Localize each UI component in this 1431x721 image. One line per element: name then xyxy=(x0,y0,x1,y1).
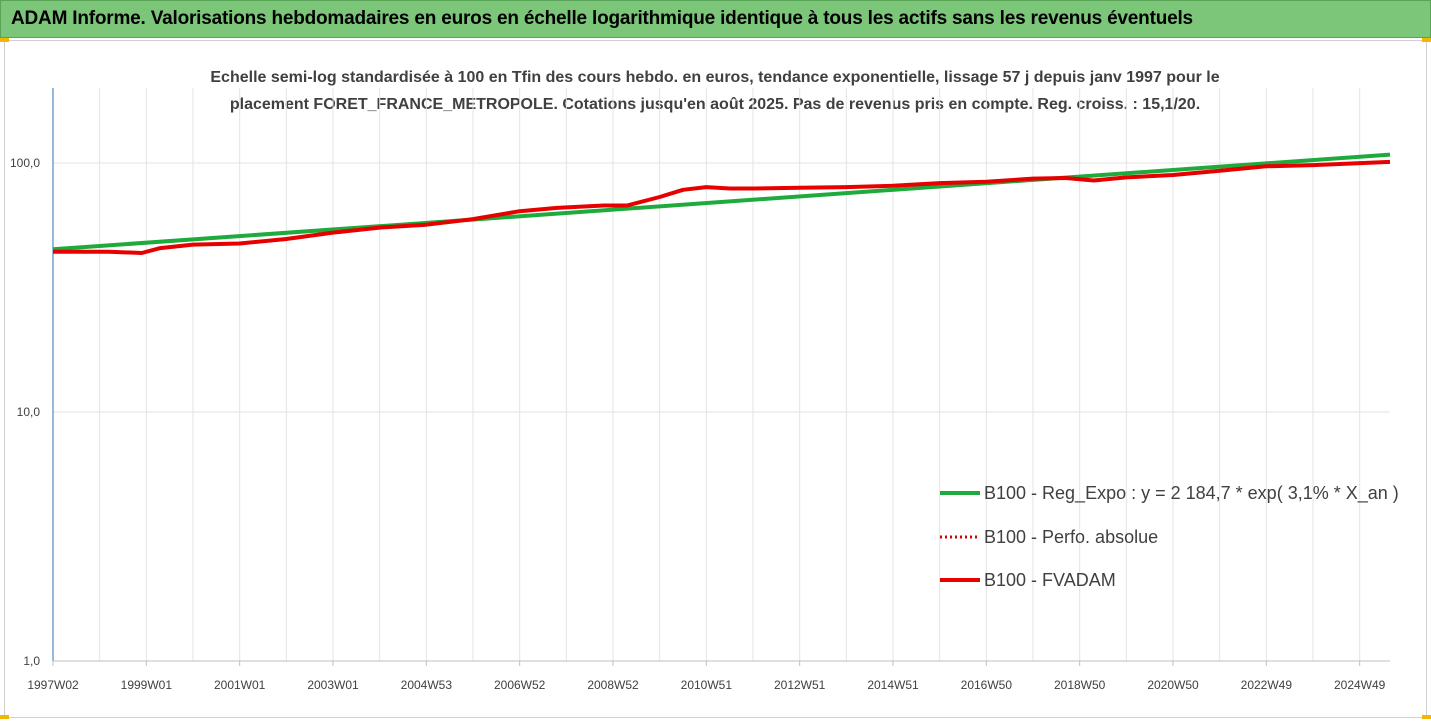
x-tick-label: 1999W01 xyxy=(121,678,173,692)
x-tick-label: 2003W01 xyxy=(307,678,359,692)
series-line-2 xyxy=(53,160,1391,255)
x-tick-label: 2018W50 xyxy=(1054,678,1106,692)
corner-marker-bottom-right xyxy=(1422,715,1431,719)
legend-label-3: B100 - FVADAM xyxy=(984,570,1116,590)
x-tick-label: 2016W50 xyxy=(961,678,1013,692)
x-tick-label: 2004W53 xyxy=(401,678,453,692)
x-tick-label: 2024W49 xyxy=(1334,678,1386,692)
x-tick-label: 2012W51 xyxy=(774,678,826,692)
series-line-3 xyxy=(53,159,1391,255)
page-title: ADAM Informe. Valorisations hebdomadaire… xyxy=(11,8,1193,29)
corner-marker-top-right xyxy=(1422,38,1431,42)
chart-subtitle-line-1: Echelle semi-log standardisée à 100 en T… xyxy=(210,69,1220,86)
y-tick-label: 100,0 xyxy=(10,156,40,170)
chart-subtitle: Echelle semi-log standardisée à 100 en T… xyxy=(150,64,1280,118)
legend: B100 - Reg_Expo : y = 2 184,7 * exp( 3,1… xyxy=(940,483,1399,590)
y-tick-label: 10,0 xyxy=(17,405,41,419)
x-tick-label: 2008W52 xyxy=(587,678,639,692)
x-tick-label: 2001W01 xyxy=(214,678,266,692)
legend-label-2: B100 - Perfo. absolue xyxy=(984,527,1158,547)
x-tick-label: 2020W50 xyxy=(1147,678,1199,692)
x-tick-label: 2022W49 xyxy=(1241,678,1293,692)
corner-marker-bottom-left xyxy=(0,715,9,719)
legend-label-1: B100 - Reg_Expo : y = 2 184,7 * exp( 3,1… xyxy=(984,483,1399,504)
corner-marker-top-left xyxy=(0,38,9,42)
x-tick-label: 2006W52 xyxy=(494,678,546,692)
x-tick-label: 2014W51 xyxy=(867,678,919,692)
x-tick-label: 1997W02 xyxy=(27,678,79,692)
y-tick-label: 1,0 xyxy=(23,654,40,668)
chart-frame xyxy=(4,40,1427,718)
series-line-1 xyxy=(52,152,1391,252)
grid-layer xyxy=(53,88,1390,662)
series-layer xyxy=(52,152,1391,255)
x-tick-label: 2010W51 xyxy=(681,678,733,692)
title-banner: ADAM Informe. Valorisations hebdomadaire… xyxy=(0,0,1431,38)
chart-subtitle-line-2: placement FORET_FRANCE_METROPOLE. Cotati… xyxy=(229,96,1201,113)
axis-layer: 1,0 10,0 100,0 1997W02 1999W01 2001W01 2003W01… xyxy=(10,88,1390,692)
